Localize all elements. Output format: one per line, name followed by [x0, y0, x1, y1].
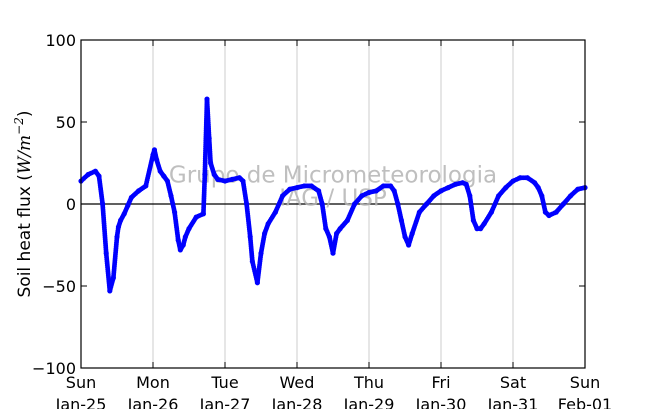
- y-tick-label: 0: [66, 195, 76, 214]
- y-tick-label: −100: [32, 359, 76, 378]
- x-tick-label-date: Jan-28: [271, 395, 323, 409]
- x-tick-label-day: Wed: [280, 373, 315, 392]
- y-tick-label: −50: [42, 277, 76, 296]
- y-axis-label-exponent: −2: [12, 117, 26, 135]
- y-axis-ticks: 100 50 0 −50 −100: [32, 31, 585, 378]
- x-tick-label-day: Fri: [431, 373, 450, 392]
- x-tick-label-date: Jan-31: [487, 395, 539, 409]
- x-tick-label-day: Mon: [136, 373, 170, 392]
- watermark-line: Grupo de Micrometeorologia: [169, 163, 497, 189]
- x-tick-label-date: Feb-01: [558, 395, 612, 409]
- x-tick-label-date: Jan-29: [343, 395, 395, 409]
- y-tick-label: 50: [56, 113, 76, 132]
- x-tick-label-date: Jan-27: [199, 395, 251, 409]
- y-tick-label: 100: [45, 31, 76, 50]
- x-tick-label-day: Sat: [500, 373, 526, 392]
- y-axis-label-prefix: Soil heat flux (: [15, 174, 35, 297]
- x-tick-label-day: Thu: [353, 373, 384, 392]
- x-tick-label-day: Tue: [210, 373, 238, 392]
- x-tick-label-day: Sun: [66, 373, 96, 392]
- y-axis-label: Soil heat flux (W/m−2): [12, 110, 35, 297]
- x-tick-label-date: Jan-30: [415, 395, 467, 409]
- x-tick-label-date: Jan-25: [55, 395, 107, 409]
- x-axis-ticks: Sun Jan-25 Mon Jan-26 Tue Jan-27 Wed Jan-28 Thu J…: [55, 40, 612, 409]
- y-axis-label-suffix: ): [15, 110, 35, 117]
- x-tick-label-date: Jan-26: [127, 395, 179, 409]
- y-axis-label-unit: W/m: [15, 135, 35, 174]
- x-tick-label-day: Sun: [570, 373, 600, 392]
- data-points: [78, 96, 588, 294]
